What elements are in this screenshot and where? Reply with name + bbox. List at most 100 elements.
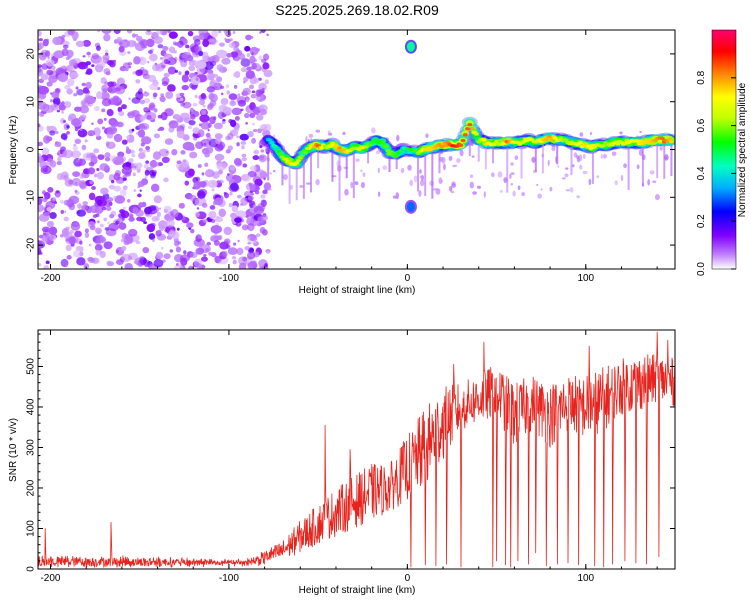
heatmap-noise-blob (101, 126, 106, 130)
heatmap-noise-blob (250, 93, 257, 99)
heatmap-noise-blob (76, 161, 82, 167)
heatmap-noise-blob (113, 195, 117, 199)
heatmap-noise-blob (86, 51, 91, 56)
heatmap-noise-blob (243, 76, 249, 82)
heatmap-spot (406, 41, 415, 52)
heatmap-noise-blob (220, 98, 229, 105)
heatmap-x-tick-label: -200 (40, 273, 60, 284)
heatmap-noise-blob (128, 65, 132, 69)
heatmap-noise-blob (225, 84, 230, 89)
heatmap-streak (281, 161, 284, 186)
heatmap-noise-blob (126, 135, 130, 140)
heatmap-noise-blob (169, 249, 174, 253)
heatmap-noise-blob (180, 112, 190, 120)
heatmap-noise-blob (260, 30, 266, 33)
heatmap-noise-blob (144, 169, 150, 176)
heatmap-ridge-blob (269, 141, 275, 145)
heatmap-noise-blob (249, 234, 258, 242)
heatmap-noise-blob (264, 263, 268, 268)
heatmap-noise-blob (133, 56, 141, 65)
heatmap-noise-blob (184, 70, 190, 76)
heatmap-streak (591, 151, 594, 184)
heatmap-noise-blob (161, 76, 170, 85)
heatmap-noise-blob (235, 127, 240, 132)
heatmap-speckle (377, 167, 380, 174)
heatmap-speckle (350, 181, 354, 189)
heatmap-noise-blob (188, 125, 193, 130)
heatmap-noise-blob (222, 162, 229, 168)
heatmap-streak (331, 149, 334, 182)
heatmap-streak (627, 147, 630, 190)
heatmap-noise-blob (178, 202, 185, 209)
heatmap-noise-blob (215, 76, 223, 83)
heatmap-noise-blob (132, 33, 136, 38)
heatmap-noise-blob (175, 246, 182, 253)
heatmap-noise-blob (138, 123, 146, 129)
heatmap-speckle (551, 144, 556, 152)
heatmap-noise-blob (121, 245, 127, 252)
heatmap-noise-blob (236, 247, 244, 256)
heatmap-noise-blob (214, 122, 224, 130)
heatmap-noise-blob (65, 226, 70, 231)
heatmap-noise-blob (164, 213, 175, 222)
heatmap-streak (570, 147, 573, 176)
heatmap-speckle (305, 135, 308, 143)
heatmap-streak (506, 147, 509, 193)
heatmap-noise-blob (113, 133, 123, 143)
heatmap-noise-blob (196, 190, 206, 199)
heatmap-noise-blob (136, 132, 140, 135)
heatmap-noise-blob (153, 133, 161, 139)
heatmap-ridge-blob (303, 150, 309, 154)
heatmap-noise-blob (233, 46, 239, 52)
heatmap-ridge-blob (462, 133, 468, 137)
heatmap-speckle (377, 191, 381, 197)
heatmap-speckle (407, 164, 412, 171)
heatmap-noise-blob (92, 214, 98, 219)
heatmap-noise-blob (38, 123, 41, 128)
heatmap-noise-blob (256, 114, 264, 121)
heatmap-noise-blob (231, 205, 239, 213)
heatmap-noise-blob (96, 91, 103, 99)
heatmap-noise-blob (142, 149, 147, 154)
heatmap-ridge-blob (583, 142, 589, 146)
heatmap-noise-blob (224, 240, 229, 245)
heatmap-streak (641, 147, 644, 187)
heatmap-noise-blob (263, 69, 273, 78)
heatmap-noise-blob (45, 260, 50, 264)
heatmap-noise-blob (128, 228, 138, 237)
heatmap-noise-blob (260, 214, 268, 222)
heatmap-streak (417, 156, 420, 192)
heatmap-noise-blob (73, 93, 78, 97)
heatmap-noise-blob (52, 69, 56, 72)
heatmap-speckle (456, 158, 461, 164)
heatmap-noise-blob (70, 221, 81, 231)
heatmap-noise-blob (124, 67, 129, 72)
heatmap-speckle (623, 163, 627, 169)
heatmap-noise-blob (203, 142, 207, 146)
heatmap-noise-blob (74, 189, 78, 193)
heatmap-noise-blob (103, 117, 107, 121)
heatmap-noise-blob (125, 148, 132, 155)
colorbar-tick-label: 0.4 (696, 166, 707, 180)
heatmap-noise-blob (180, 257, 188, 266)
heatmap-noise-blob (173, 264, 184, 269)
heatmap-noise-blob (263, 182, 272, 191)
heatmap-noise-blob (172, 113, 181, 120)
heatmap-noise-blob (42, 38, 49, 47)
heatmap-noise-blob (179, 97, 184, 102)
heatmap-noise-blob (252, 128, 258, 133)
heatmap-noise-blob (143, 163, 149, 169)
heatmap-noise-blob (181, 53, 188, 59)
heatmap-noise-blob (113, 172, 121, 181)
heatmap-streak (288, 166, 291, 204)
heatmap-speckle (579, 164, 583, 170)
heatmap-noise-blob (145, 145, 151, 151)
heatmap-noise-blob (241, 145, 245, 150)
heatmap-noise-blob (76, 257, 86, 266)
heatmap-noise-blob (119, 189, 127, 197)
heatmap-speckle (649, 170, 655, 175)
heatmap-speckle (564, 173, 569, 178)
heatmap-noise-blob (38, 42, 45, 50)
heatmap-noise-blob (162, 46, 169, 51)
heatmap-noise-blob (84, 139, 88, 143)
